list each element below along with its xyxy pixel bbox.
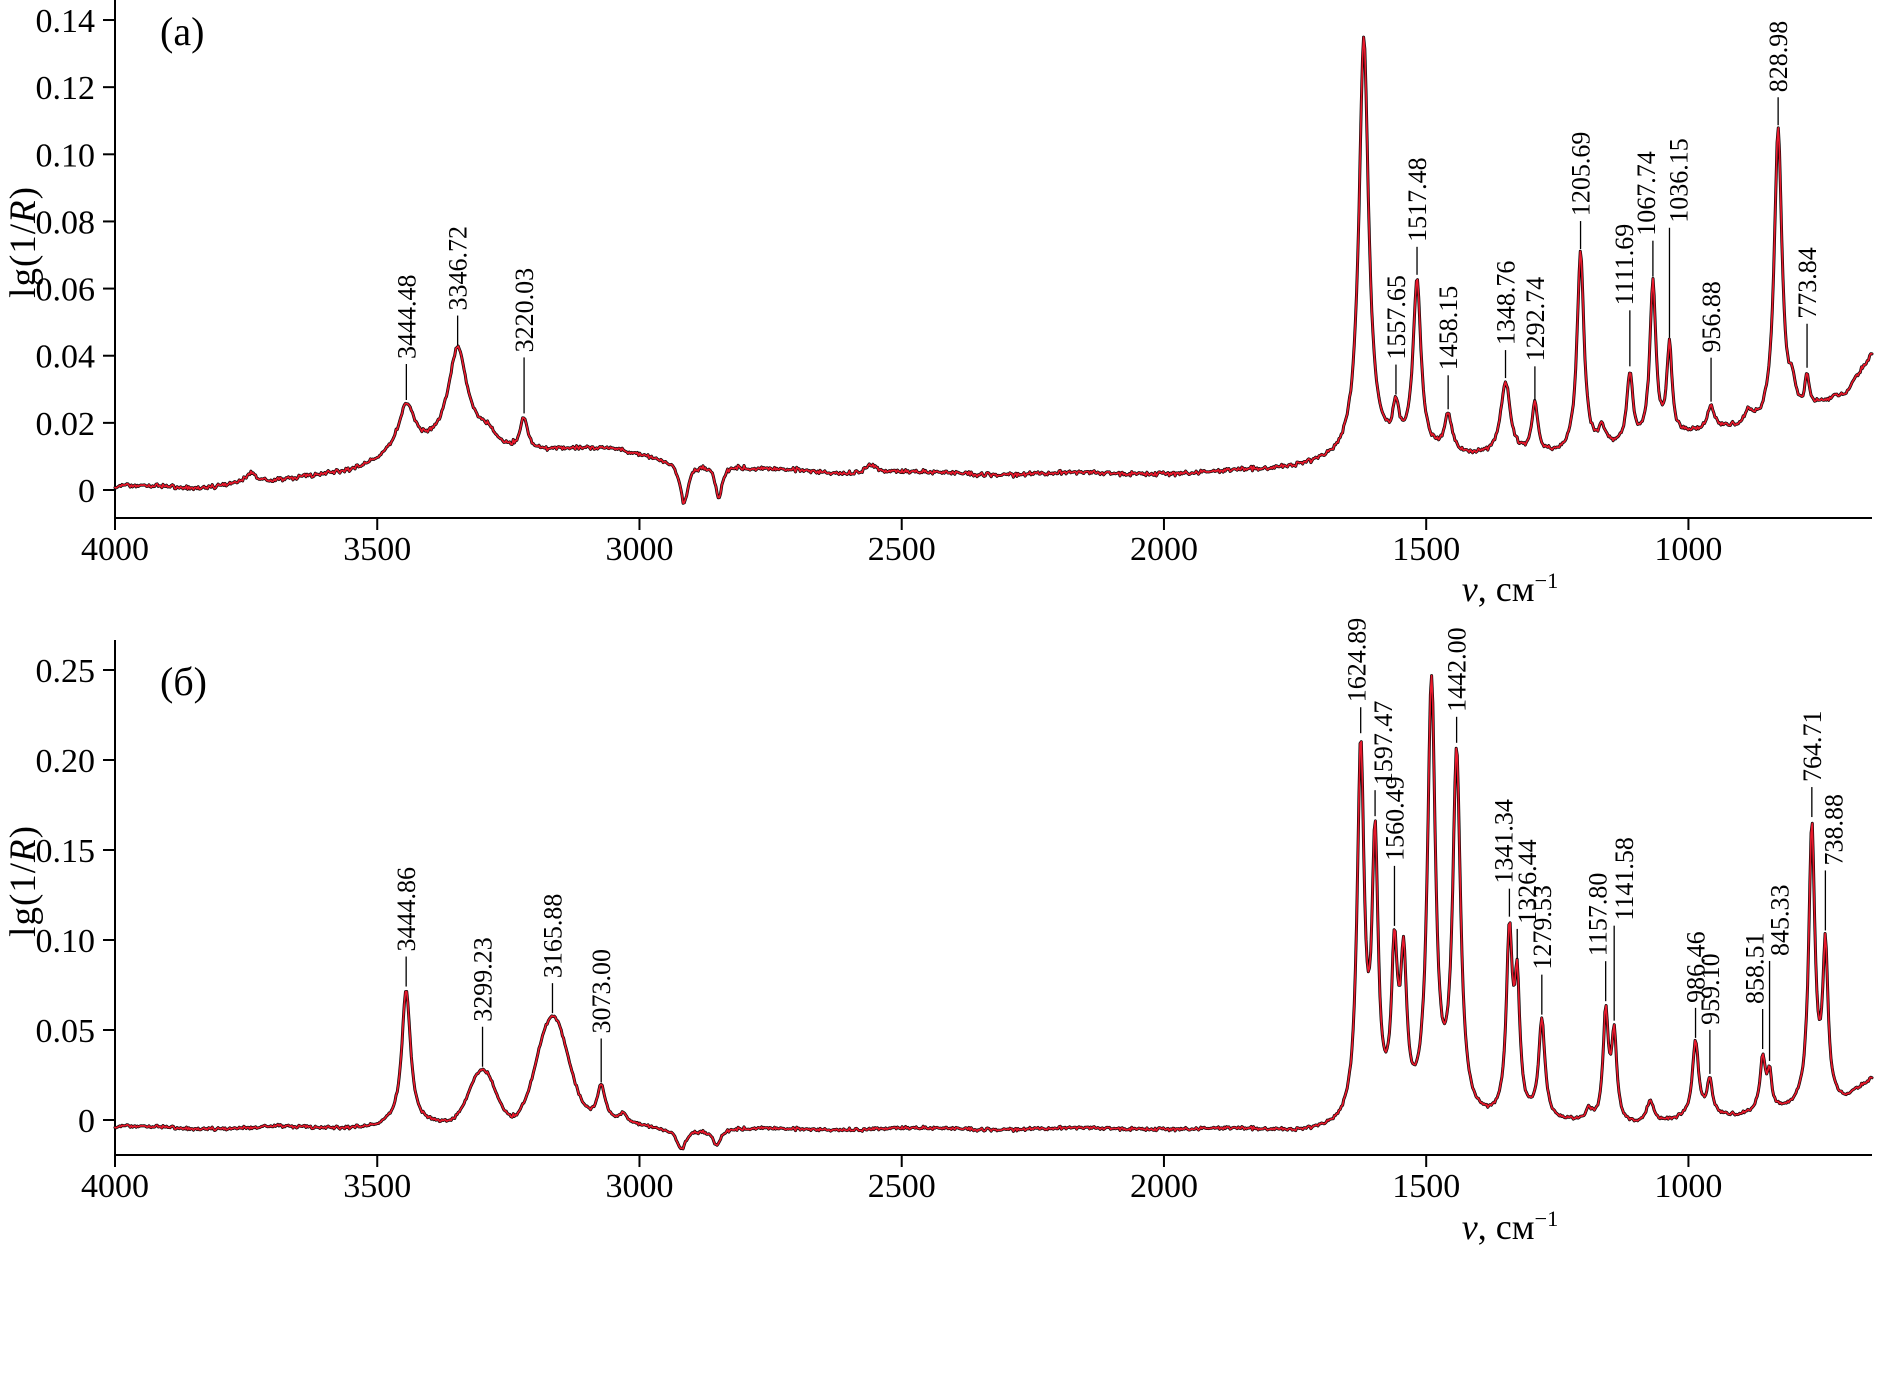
peak-wavenumber-label: 1557.65 [1382,275,1411,360]
x-label-nu: ν [1461,1207,1478,1247]
x-label-sup: −1 [1534,1206,1559,1231]
x-axis-label-a: ν, см−1 [1415,568,1605,610]
peak-wavenumber-label: 1348.76 [1492,261,1521,346]
peak-wavenumber-label: 1067.74 [1632,151,1661,236]
x-tick-label: 1000 [1654,1168,1722,1205]
y-tick-label: 0.20 [36,743,96,780]
x-tick-label: 3500 [343,531,411,568]
peak-wavenumber-label: 956.88 [1697,281,1726,353]
y-tick-label: 0.08 [36,204,96,241]
y-tick-label: 0.15 [36,833,96,870]
tick-labels: 4000 3500 3000 2500 2000 1500 1000 0 0.05 0.10 0.1… [36,653,1723,1205]
peak-wavenumber-label: 828.98 [1764,21,1793,93]
peak-wavenumber-label: 1597.47 [1369,701,1398,786]
spectrum-plot-b: 4000 3500 3000 2500 2000 1500 1000 0 0.05 0.10 0.1… [36,618,1874,1205]
peak-wavenumber-label: 3444.48 [392,275,421,360]
peak-labels: 3444.86 3299.23 3165.88 3073.00 1624.891597.… [392,618,1848,1083]
peak-wavenumber-label: 1341.34 [1489,799,1518,884]
y-label-post: ) [3,825,44,839]
y-tick-label: 0.12 [36,70,96,107]
x-tick-label: 1000 [1654,531,1722,568]
y-tick-label: 0.06 [36,272,96,309]
x-label-nu: ν [1461,569,1478,609]
y-label-pre: lg(1/ [3,861,44,937]
peak-wavenumber-label: 986.46 [1682,931,1711,1003]
x-tick-label: 4000 [81,531,149,568]
y-tick-label: 0.25 [36,653,96,690]
peak-wavenumber-label: 3165.88 [538,894,567,979]
peak-wavenumber-label: 1326.44 [1513,839,1542,924]
peak-wavenumber-label: 845.33 [1766,884,1795,956]
axes [103,640,1872,1167]
y-tick-label: 0 [78,1103,95,1140]
x-axis-label-b: ν, см−1 [1415,1206,1605,1248]
peak-wavenumber-label: 1141.58 [1610,837,1639,921]
peak-labels: 3444.48 3346.72 3220.03 1557.65 1517.48 1458.… [392,21,1822,414]
peak-wavenumber-label: 1279.53 [1528,885,1557,970]
y-label-pre: lg(1/ [3,222,44,298]
spectrum-curve-main [114,674,1873,1150]
peak-wavenumber-label: 1517.48 [1403,157,1432,242]
x-tick-label: 1500 [1392,531,1460,568]
y-label-post: ) [3,186,44,200]
spectrum-curve-under [113,35,1874,505]
panel-b: 4000 3500 3000 2500 2000 1500 1000 0 0.05 0.10 0.1… [0,600,1882,1387]
peak-wavenumber-label: 858.51 [1741,933,1770,1005]
spectrum-curve-main [114,36,1873,505]
y-tick-label: 0.02 [36,406,96,443]
spectrum-plot-a: 4000 3500 3000 2500 2000 1500 1000 0 0.02 0.04 0.0… [36,0,1874,568]
peak-wavenumber-label: 3346.72 [444,226,473,311]
spectrum-curve [113,35,1874,505]
x-tick-label: 2500 [868,531,936,568]
tick-labels: 4000 3500 3000 2500 2000 1500 1000 0 0.02 0.04 0.0… [36,3,1723,568]
peak-wavenumber-label: 1292.74 [1521,277,1550,362]
peak-wavenumber-label: 773.84 [1793,247,1822,319]
y-tick-label: 0 [78,473,95,510]
peak-wavenumber-label: 1560.49 [1380,776,1409,861]
x-tick-label: 4000 [81,1168,149,1205]
axes [103,0,1872,530]
peak-wavenumber-label: 3444.86 [392,867,421,952]
x-tick-label: 3000 [605,531,673,568]
x-tick-label: 2000 [1130,531,1198,568]
peak-wavenumber-label: 1624.89 [1343,618,1372,703]
peak-wavenumber-label: 1205.69 [1567,132,1596,217]
y-tick-label: 0.10 [36,923,96,960]
y-label-var: R [3,838,44,862]
peak-wavenumber-label: 1036.15 [1664,138,1693,223]
peak-wavenumber-label: 3073.00 [587,949,616,1034]
x-tick-label: 1500 [1392,1168,1460,1205]
x-tick-label: 2500 [868,1168,936,1205]
y-axis-label-a: lg(1/R) [2,186,45,298]
spectrum-curve [113,674,1874,1151]
y-tick-label: 0.05 [36,1013,96,1050]
panel-a-tag: (а) [160,9,205,54]
peak-wavenumber-label: 1111.69 [1610,224,1639,306]
peak-wavenumber-label: 3220.03 [510,268,539,353]
y-axis-label-b: lg(1/R) [2,825,45,937]
x-label-unit: , см [1477,569,1535,609]
y-tick-label: 0.10 [36,137,96,174]
peak-wavenumber-label: 738.88 [1819,794,1848,866]
x-tick-label: 3500 [343,1168,411,1205]
x-label-sup: −1 [1534,568,1559,593]
x-tick-label: 2000 [1130,1168,1198,1205]
peak-wavenumber-label: 764.71 [1798,711,1827,783]
y-label-var: R [3,199,44,223]
panel-a: 4000 3500 3000 2500 2000 1500 1000 0 0.02 0.04 0.0… [0,0,1882,609]
x-tick-label: 3000 [605,1168,673,1205]
panel-b-tag: (б) [160,659,207,704]
y-tick-label: 0.04 [36,339,96,376]
peak-wavenumber-label: 1442.00 [1443,627,1472,712]
peak-wavenumber-label: 959.10 [1696,953,1725,1025]
x-label-unit: , см [1477,1207,1535,1247]
y-tick-label: 0.14 [36,3,96,40]
peak-wavenumber-label: 1157.80 [1584,873,1613,957]
peak-wavenumber-label: 3299.23 [469,937,498,1022]
peak-wavenumber-label: 1458.15 [1434,286,1463,371]
